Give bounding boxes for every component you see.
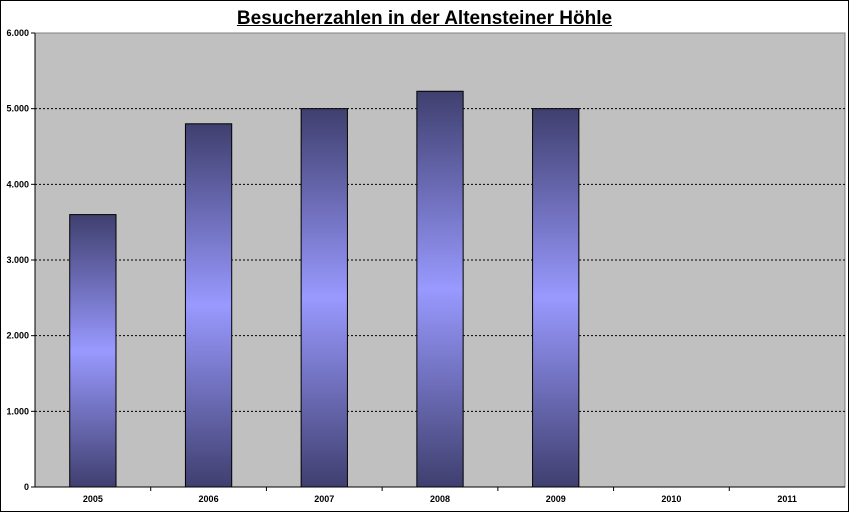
y-tick-label: 3.000 [6,255,29,265]
x-tick-label: 2009 [546,494,566,504]
axes [31,32,845,491]
x-tick-label: 2008 [430,494,450,504]
bar-2009 [532,108,580,488]
bar-2006 [184,123,233,488]
x-tick-label: 2010 [661,494,681,504]
y-tick-labels: 0 1.000 2.000 3.000 4.000 5.000 6.000 [6,28,29,492]
y-tick-label: 5.000 [6,104,29,114]
bar-2008 [416,90,464,488]
y-tick-label: 4.000 [6,179,29,189]
y-tick-label: 0 [24,482,29,492]
bar-2007 [300,108,348,488]
x-tick-label: 2006 [199,494,219,504]
x-tick-labels: 2005 2006 2007 2008 2009 2010 2011 [83,494,797,504]
y-tick-label: 1.000 [6,406,29,416]
chart-title: Besucherzahlen in der Altensteiner Höhle [236,8,613,29]
bars [69,90,580,488]
x-tick-label: 2005 [83,494,103,504]
bar-2005 [69,214,117,488]
x-tick-label: 2011 [777,494,797,504]
x-tick-label: 2007 [314,494,334,504]
y-tick-label: 2.000 [6,331,29,341]
y-tick-label: 6.000 [6,28,29,38]
